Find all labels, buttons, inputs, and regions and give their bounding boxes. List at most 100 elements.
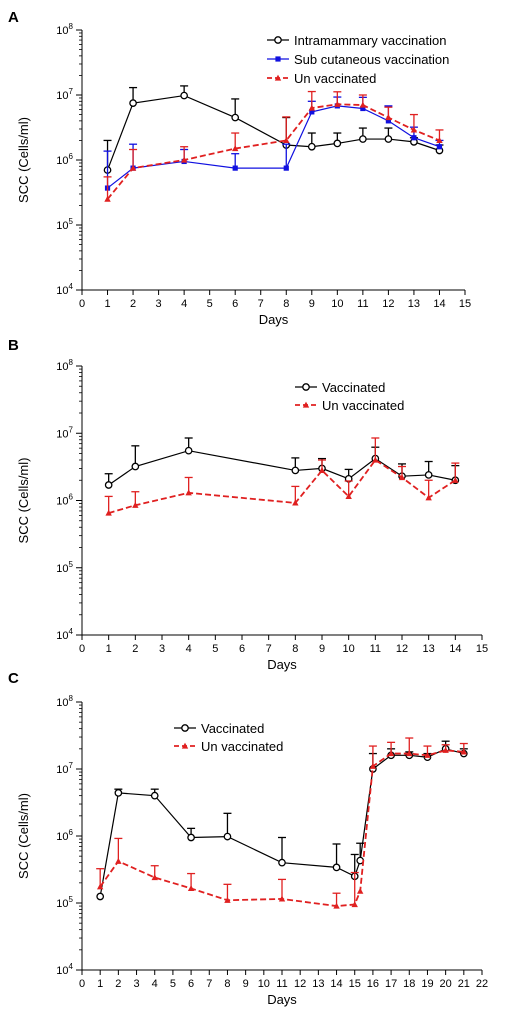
x-tick-label: 0 — [79, 643, 85, 655]
data-point — [105, 509, 112, 516]
x-tick-label: 4 — [152, 978, 158, 990]
chart-panel-C: C0 1 2 3 4 5 6 7 8 9 10 11 12 13 14 15 16 17 18 19 20 21 22Day… — [8, 670, 488, 1007]
x-tick-label: 18 — [403, 978, 415, 990]
data-point — [406, 750, 413, 757]
data-point — [232, 145, 239, 152]
x-tick-label: 12 — [382, 298, 394, 310]
x-tick-label: 11 — [276, 978, 287, 990]
x-tick-label: 6 — [239, 643, 245, 655]
x-tick-label: 8 — [224, 978, 230, 990]
data-point — [129, 99, 137, 107]
data-point — [452, 476, 459, 483]
x-tick-label: 11 — [357, 298, 368, 310]
y-tick-label: 107 — [56, 87, 73, 102]
y-tick-label: 108 — [56, 694, 73, 709]
series-line — [108, 450, 456, 486]
y-axis-label: SCC (Cells/ml) — [16, 458, 31, 544]
panel-label: A — [8, 9, 19, 26]
data-point — [334, 100, 341, 107]
data-point — [224, 896, 231, 903]
legend-label: Vaccinated — [322, 380, 385, 395]
data-point — [332, 863, 341, 872]
y-tick-label: 107 — [56, 761, 73, 776]
data-point — [436, 137, 443, 144]
x-tick-label: 13 — [423, 643, 435, 655]
data-point — [150, 791, 159, 800]
data-point — [398, 474, 406, 481]
x-tick-label: 4 — [186, 643, 192, 655]
data-point — [291, 466, 300, 475]
data-point — [436, 144, 443, 150]
legend: Vaccinated Un vaccinated — [295, 380, 404, 413]
data-point — [411, 135, 417, 141]
legend-label: Un vaccinated — [201, 739, 283, 754]
legend-marker — [302, 383, 310, 391]
x-tick-label: 5 — [207, 298, 213, 310]
x-tick-label: 14 — [449, 643, 461, 655]
legend-marker — [181, 742, 189, 749]
data-point — [185, 489, 192, 496]
data-point — [318, 467, 326, 474]
data-point — [278, 895, 286, 902]
x-tick-label: 19 — [421, 978, 433, 990]
legend-label: Vaccinated — [201, 721, 264, 736]
data-point — [292, 499, 299, 506]
data-point — [384, 135, 393, 143]
y-tick-label: 108 — [56, 22, 73, 37]
data-point — [132, 501, 139, 508]
data-point — [104, 195, 111, 202]
x-tick-label: 6 — [188, 978, 194, 990]
data-point — [114, 789, 123, 797]
data-point — [369, 762, 377, 769]
x-tick-label: 9 — [309, 298, 315, 310]
legend-label: Un vaccinated — [322, 398, 404, 413]
x-tick-label: 7 — [266, 643, 272, 655]
x-tick-label: 20 — [440, 978, 452, 990]
data-point — [345, 493, 352, 500]
data-point — [131, 462, 140, 471]
series-3 — [103, 90, 444, 202]
series-line — [108, 458, 456, 514]
y-tick-label: 104 — [56, 627, 73, 642]
x-tick-label: 1 — [106, 643, 112, 655]
x-tick-label: 15 — [349, 978, 361, 990]
data-point — [351, 901, 358, 908]
x-tick-label: 5 — [170, 978, 176, 990]
data-point — [283, 137, 290, 144]
legend-marker — [275, 56, 281, 62]
data-point — [424, 471, 433, 479]
legend-marker — [181, 724, 189, 732]
y-tick-label: 105 — [56, 895, 73, 910]
y-tick-label: 106 — [56, 493, 73, 508]
legend-label: Sub cutaneous vaccination — [294, 52, 449, 67]
x-axis-label: Days — [259, 312, 289, 327]
series-2 — [104, 437, 460, 516]
x-tick-label: 10 — [258, 978, 270, 990]
x-tick-label: 1 — [97, 978, 103, 990]
series-2 — [103, 96, 444, 191]
x-tick-label: 0 — [79, 298, 85, 310]
x-tick-label: 1 — [104, 298, 110, 310]
x-tick-label: 4 — [181, 298, 187, 310]
data-point — [359, 101, 367, 108]
data-point — [187, 833, 195, 842]
x-tick-label: 16 — [367, 978, 379, 990]
data-point — [385, 114, 392, 121]
data-point — [180, 156, 188, 163]
series-1 — [103, 85, 444, 174]
series-2 — [96, 737, 468, 909]
x-tick-label: 11 — [370, 643, 381, 655]
x-tick-label: 6 — [232, 298, 238, 310]
legend: Vaccinated Un vaccinated — [174, 721, 283, 754]
data-point — [180, 91, 188, 100]
data-point — [96, 883, 104, 890]
data-point — [333, 902, 340, 909]
data-point — [372, 456, 379, 463]
x-tick-label: 2 — [130, 298, 136, 310]
y-tick-label: 108 — [56, 358, 73, 373]
data-point — [410, 126, 418, 133]
data-point — [359, 135, 367, 143]
legend-marker — [302, 401, 310, 408]
data-point — [232, 165, 238, 171]
